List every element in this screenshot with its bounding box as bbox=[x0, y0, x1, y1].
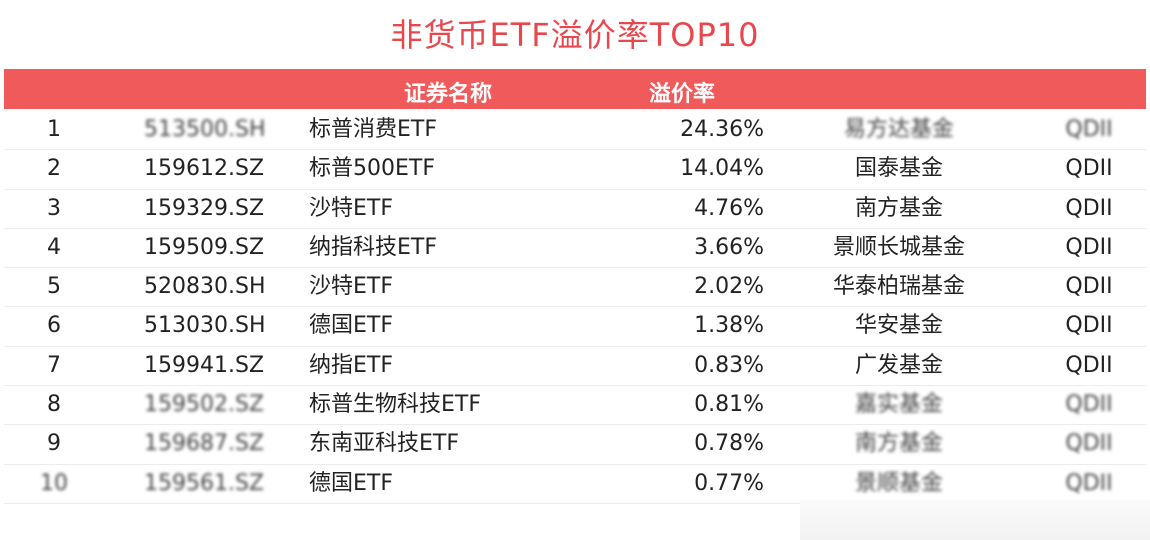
name-cell: 东南亚科技ETF bbox=[309, 431, 459, 457]
header-name-label: 证券名称 bbox=[404, 82, 493, 107]
rank-cell: 3 bbox=[47, 195, 61, 221]
table-row: 4 159509.SZ 纳指科技ETF 3.66% 景顺长城基金 QDII bbox=[4, 229, 1146, 269]
rank-cell: 7 bbox=[47, 352, 61, 378]
qdii-cell: QDII bbox=[1065, 156, 1113, 182]
chart-title: 非货币ETF溢价率TOP10 bbox=[390, 16, 760, 54]
company-cell: 嘉实基金 bbox=[854, 392, 943, 418]
code-cell: 159941.SZ bbox=[144, 352, 265, 378]
company-cell: 华安基金 bbox=[854, 313, 943, 339]
table-row: 1 513500.SH 标普消费ETF 24.36% 易方达基金 QDII bbox=[4, 111, 1146, 151]
table-row: 7 159941.SZ 纳指ETF 0.83% 广发基金 QDII bbox=[4, 347, 1146, 387]
company-cell: 国泰基金 bbox=[854, 156, 943, 182]
rank-cell: 5 bbox=[47, 274, 61, 300]
name-cell: 德国ETF bbox=[309, 313, 393, 339]
table-row: 3 159329.SZ 沙特ETF 4.76% 南方基金 QDII bbox=[4, 190, 1146, 229]
qdii-cell: QDII bbox=[1065, 431, 1113, 457]
table-row: 6 513030.SH 德国ETF 1.38% 华安基金 QDII bbox=[4, 307, 1146, 347]
rank-cell: 6 bbox=[47, 313, 61, 339]
rate-cell: 0.78% bbox=[694, 431, 764, 457]
rate-cell: 24.36% bbox=[680, 117, 764, 142]
table-row: 2 159612.SZ 标普500ETF 14.04% 国泰基金 QDII bbox=[4, 150, 1146, 190]
qdii-cell: QDII bbox=[1065, 274, 1113, 300]
code-cell: 159502.SZ bbox=[144, 392, 265, 418]
company-cell: 华泰柏瑞基金 bbox=[832, 274, 965, 300]
table-header: 证券名称 溢价率 bbox=[4, 69, 1146, 109]
rate-cell: 2.02% bbox=[694, 274, 764, 300]
rank-cell: 4 bbox=[47, 234, 61, 260]
rate-cell: 4.76% bbox=[694, 195, 764, 221]
rank-cell: 1 bbox=[47, 117, 61, 142]
company-cell: 景顺长城基金 bbox=[832, 234, 965, 260]
qdii-cell: QDII bbox=[1065, 352, 1113, 378]
company-cell: 南方基金 bbox=[854, 431, 943, 457]
qdii-cell: QDII bbox=[1065, 392, 1113, 418]
qdii-cell: QDII bbox=[1065, 470, 1113, 496]
code-cell: 159561.SZ bbox=[144, 470, 265, 496]
code-cell: 513500.SH bbox=[144, 117, 266, 142]
rank-cell: 2 bbox=[47, 156, 61, 182]
rank-cell: 9 bbox=[47, 431, 61, 457]
name-cell: 德国ETF bbox=[309, 470, 393, 496]
company-cell: 易方达基金 bbox=[843, 117, 954, 142]
rank-cell: 10 bbox=[40, 470, 68, 496]
name-cell: 标普500ETF bbox=[309, 156, 435, 182]
company-cell: 景顺基金 bbox=[854, 470, 943, 496]
code-cell: 513030.SH bbox=[144, 313, 266, 339]
rate-cell: 14.04% bbox=[680, 156, 764, 182]
code-cell: 159509.SZ bbox=[144, 234, 265, 260]
table-row: 5 520830.SH 沙特ETF 2.02% 华泰柏瑞基金 QDII bbox=[4, 268, 1146, 308]
rate-cell: 0.81% bbox=[694, 392, 764, 418]
name-cell: 沙特ETF bbox=[309, 274, 393, 300]
name-cell: 标普生物科技ETF bbox=[309, 392, 481, 418]
table-row: 8 159502.SZ 标普生物科技ETF 0.81% 嘉实基金 QDII bbox=[4, 386, 1146, 426]
decorative-fade bbox=[800, 500, 1150, 540]
table-row: 9 159687.SZ 东南亚科技ETF 0.78% 南方基金 QDII bbox=[4, 425, 1146, 465]
rate-cell: 1.38% bbox=[694, 313, 764, 339]
qdii-cell: QDII bbox=[1065, 195, 1113, 221]
name-cell: 纳指科技ETF bbox=[309, 234, 437, 260]
name-cell: 标普消费ETF bbox=[309, 117, 437, 142]
rate-cell: 0.83% bbox=[694, 352, 764, 378]
table-body: 1 513500.SH 标普消费ETF 24.36% 易方达基金 QDII 2 159612.… bbox=[4, 111, 1146, 504]
table-row: 10 159561.SZ 德国ETF 0.77% 景顺基金 QDII bbox=[4, 465, 1146, 504]
company-cell: 广发基金 bbox=[854, 352, 943, 378]
code-cell: 159329.SZ bbox=[144, 195, 265, 221]
name-cell: 纳指ETF bbox=[309, 352, 393, 378]
rate-cell: 3.66% bbox=[694, 234, 764, 260]
code-cell: 159687.SZ bbox=[144, 431, 265, 457]
company-cell: 南方基金 bbox=[854, 195, 943, 221]
code-cell: 159612.SZ bbox=[144, 156, 265, 182]
rank-cell: 8 bbox=[47, 392, 61, 418]
name-cell: 沙特ETF bbox=[309, 195, 393, 221]
header-rate-label: 溢价率 bbox=[649, 82, 716, 107]
qdii-cell: QDII bbox=[1065, 117, 1113, 142]
qdii-cell: QDII bbox=[1065, 313, 1113, 339]
code-cell: 520830.SH bbox=[144, 274, 266, 300]
rate-cell: 0.77% bbox=[694, 470, 764, 496]
qdii-cell: QDII bbox=[1065, 234, 1113, 260]
